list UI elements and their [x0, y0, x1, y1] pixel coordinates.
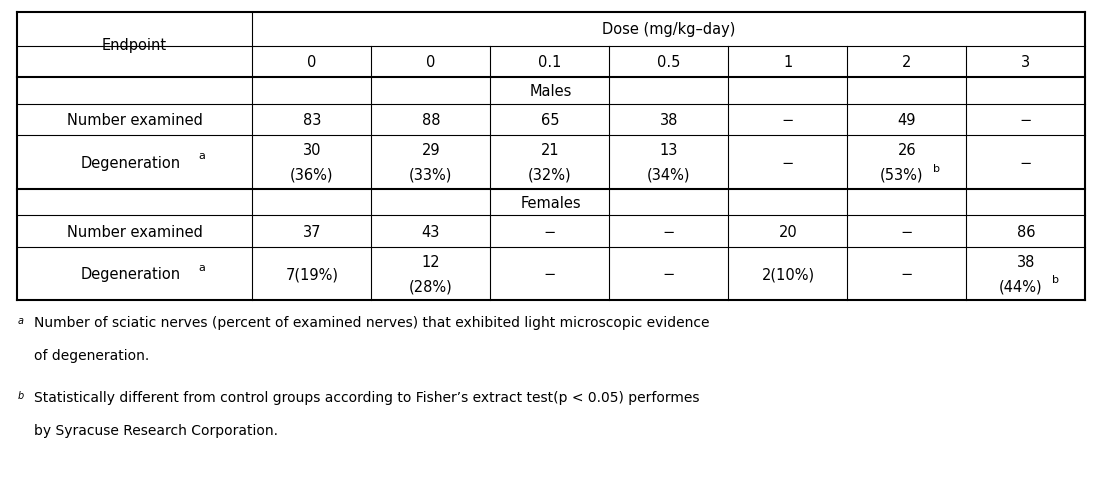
Text: 29: 29	[422, 143, 440, 158]
Text: 1: 1	[784, 55, 792, 70]
Text: 37: 37	[303, 224, 321, 239]
Text: −: −	[781, 155, 795, 170]
Text: 3: 3	[1022, 55, 1030, 70]
Text: 43: 43	[422, 224, 440, 239]
Text: 30: 30	[303, 143, 321, 158]
Text: Statistically different from control groups according to Fisher’s extract test(p: Statistically different from control gro…	[34, 390, 700, 404]
Text: (34%): (34%)	[647, 167, 691, 182]
Text: −: −	[1019, 113, 1033, 128]
Text: of degeneration.: of degeneration.	[34, 348, 150, 362]
Text: Degeneration: Degeneration	[82, 155, 181, 170]
Text: 88: 88	[422, 113, 440, 128]
Text: −: −	[543, 224, 557, 239]
Text: 38: 38	[1017, 254, 1035, 269]
Text: Dose (mg/kg–day): Dose (mg/kg–day)	[603, 22, 736, 37]
Text: 86: 86	[1017, 224, 1035, 239]
Text: (33%): (33%)	[409, 167, 453, 182]
Text: 2: 2	[903, 55, 911, 70]
Text: (44%): (44%)	[998, 279, 1042, 294]
Text: Females: Females	[520, 195, 582, 210]
Text: b: b	[1052, 275, 1059, 285]
Text: −: −	[781, 113, 795, 128]
Text: Degeneration: Degeneration	[82, 267, 181, 282]
Text: $^{b}$: $^{b}$	[17, 390, 24, 404]
Text: 12: 12	[422, 254, 440, 269]
Text: 21: 21	[541, 143, 559, 158]
Text: −: −	[900, 224, 914, 239]
Text: Number examined: Number examined	[66, 224, 203, 239]
Text: 7(19%): 7(19%)	[285, 267, 338, 282]
Text: (32%): (32%)	[528, 167, 572, 182]
Text: (28%): (28%)	[409, 279, 453, 294]
Text: (36%): (36%)	[290, 167, 334, 182]
Text: 49: 49	[898, 113, 916, 128]
Text: 0.5: 0.5	[657, 55, 681, 70]
Text: b: b	[933, 163, 940, 173]
Text: 83: 83	[303, 113, 321, 128]
Text: a: a	[198, 262, 205, 272]
Text: −: −	[662, 267, 676, 282]
Text: 38: 38	[660, 113, 678, 128]
Text: $^{a}$: $^{a}$	[17, 316, 24, 330]
Text: −: −	[1019, 155, 1033, 170]
Text: 65: 65	[541, 113, 559, 128]
Text: −: −	[900, 267, 914, 282]
Text: 2(10%): 2(10%)	[761, 267, 814, 282]
Text: −: −	[543, 267, 557, 282]
Text: by Syracuse Research Corporation.: by Syracuse Research Corporation.	[34, 423, 278, 437]
Text: a: a	[198, 151, 205, 161]
Text: 13: 13	[660, 143, 678, 158]
Text: Number examined: Number examined	[66, 113, 203, 128]
Text: 0.1: 0.1	[538, 55, 562, 70]
Text: Males: Males	[530, 84, 572, 99]
Text: 20: 20	[779, 224, 798, 239]
Text: Endpoint: Endpoint	[101, 38, 168, 53]
Text: −: −	[662, 224, 676, 239]
Text: Number of sciatic nerves (percent of examined nerves) that exhibited light micro: Number of sciatic nerves (percent of exa…	[34, 316, 710, 330]
Text: (53%): (53%)	[879, 167, 923, 182]
Text: 0: 0	[426, 55, 435, 70]
Text: 26: 26	[898, 143, 916, 158]
Text: 0: 0	[307, 55, 316, 70]
